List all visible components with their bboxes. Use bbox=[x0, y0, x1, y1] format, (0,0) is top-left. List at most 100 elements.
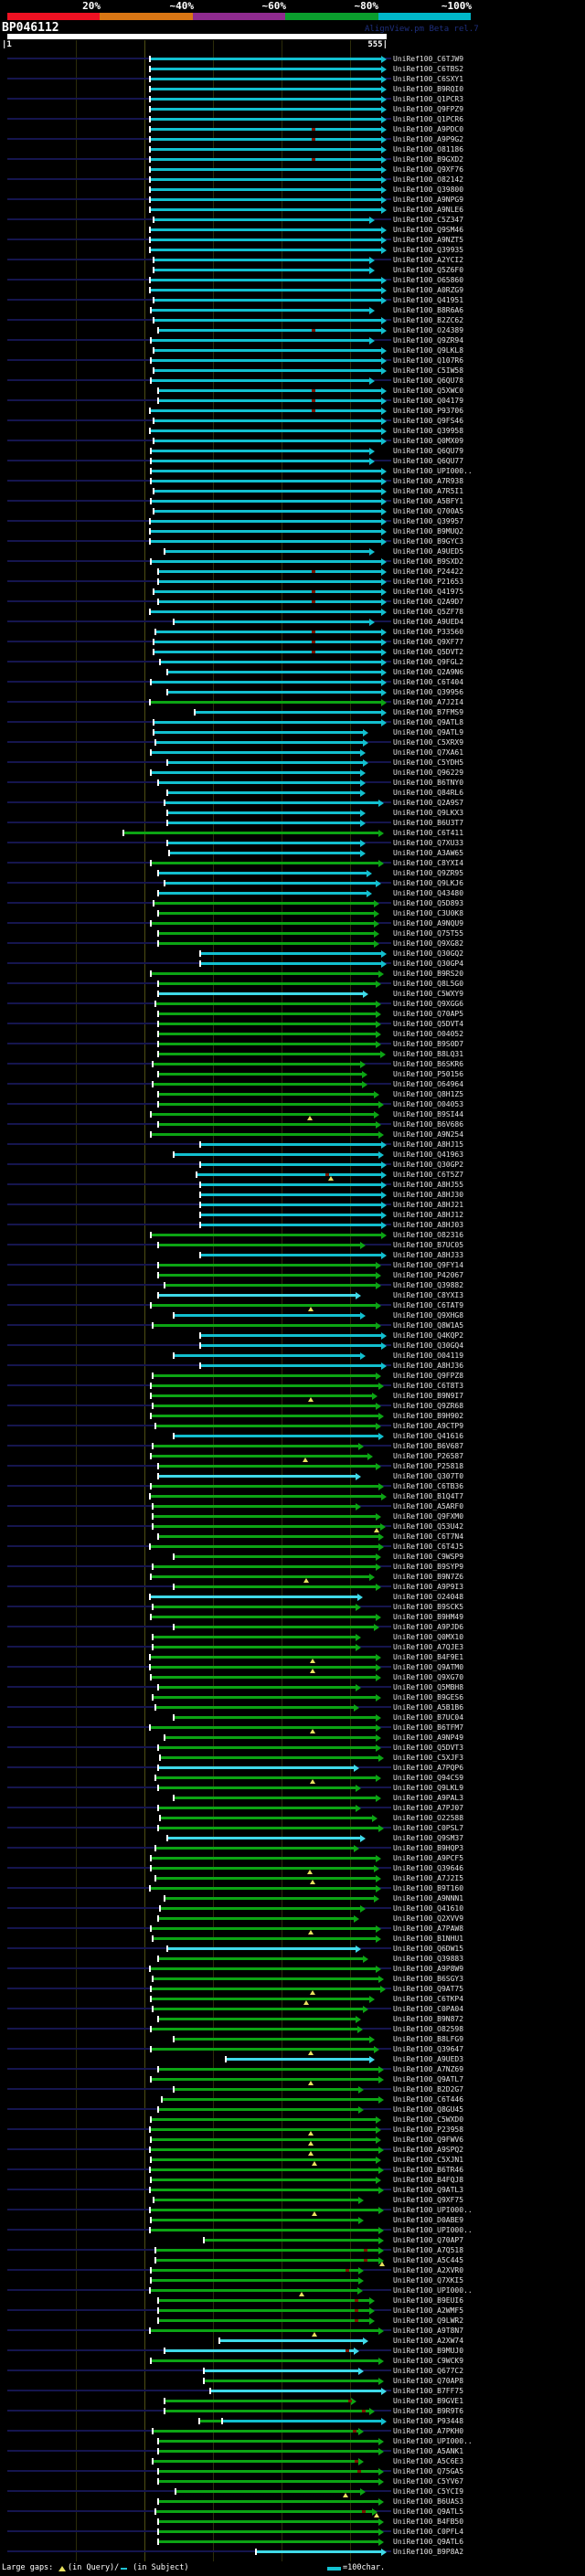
hit-label[interactable]: UniRef100_C5XRX9 bbox=[393, 738, 464, 747]
hit-bar[interactable] bbox=[157, 892, 367, 895]
hit-label[interactable]: UniRef100_A5ARF0 bbox=[393, 1502, 464, 1511]
hit-label[interactable]: UniRef100_Q94CS9 bbox=[393, 1774, 464, 1782]
hit-bar[interactable] bbox=[157, 399, 382, 402]
hit-bar[interactable] bbox=[173, 1314, 361, 1317]
hit-label[interactable]: UniRef100_Q9FGL2 bbox=[393, 658, 464, 666]
hit-label[interactable]: UniRef100_Q700A5 bbox=[393, 507, 464, 515]
hit-bar[interactable] bbox=[149, 2148, 379, 2151]
hit-label[interactable]: UniRef100_C6TJW9 bbox=[393, 55, 464, 63]
hit-label[interactable]: UniRef100_B9RQI0 bbox=[393, 85, 464, 93]
hit-label[interactable]: UniRef100_C5YDH5 bbox=[393, 758, 464, 767]
hit-bar[interactable] bbox=[149, 239, 382, 241]
hit-bar[interactable] bbox=[157, 1475, 356, 1478]
hit-label[interactable]: UniRef100_Q96229 bbox=[393, 769, 464, 777]
hit-bar[interactable] bbox=[157, 2530, 379, 2533]
hit-bar[interactable] bbox=[203, 2380, 379, 2382]
hit-bar[interactable] bbox=[255, 2550, 382, 2553]
hit-label[interactable]: UniRef100_B9P8A2 bbox=[393, 2548, 464, 2556]
hit-label[interactable]: UniRef100_Q9ZR95 bbox=[393, 869, 464, 877]
hit-bar[interactable] bbox=[167, 671, 382, 673]
hit-label[interactable]: UniRef100_Q7XA61 bbox=[393, 748, 464, 757]
hit-bar[interactable] bbox=[149, 1726, 377, 1729]
hit-bar[interactable] bbox=[157, 1123, 377, 1126]
hit-bar[interactable] bbox=[155, 631, 382, 633]
hit-label[interactable]: UniRef100_C5IW58 bbox=[393, 366, 464, 375]
hit-label[interactable]: UniRef100_A9P8W9 bbox=[393, 1965, 464, 1973]
hit-bar[interactable] bbox=[165, 1897, 375, 1900]
hit-label[interactable]: UniRef100_P23958 bbox=[393, 2125, 464, 2134]
hit-bar[interactable] bbox=[157, 1012, 377, 1015]
hit-label[interactable]: UniRef100_A5C6E3 bbox=[393, 2457, 464, 2465]
hit-label[interactable]: UniRef100_Q9FPZ9 bbox=[393, 105, 464, 113]
hit-label[interactable]: UniRef100_A7Q518 bbox=[393, 2246, 464, 2254]
hit-bar[interactable] bbox=[157, 1093, 375, 1096]
hit-label[interactable]: UniRef100_C6TB36 bbox=[393, 1482, 464, 1490]
hit-bar[interactable] bbox=[225, 2058, 370, 2061]
hit-bar[interactable] bbox=[167, 822, 361, 824]
hit-bar[interactable] bbox=[151, 1394, 373, 1397]
hit-label[interactable]: UniRef100_B8LFG9 bbox=[393, 2035, 464, 2043]
hit-bar[interactable] bbox=[151, 1575, 370, 1578]
hit-label[interactable]: UniRef100_Q9SM46 bbox=[393, 226, 464, 234]
hit-label[interactable]: UniRef100_C5WXY9 bbox=[393, 990, 464, 998]
hit-label[interactable]: UniRef100_A9NQU9 bbox=[393, 919, 464, 928]
hit-label[interactable]: UniRef100_A9UED4 bbox=[393, 618, 464, 626]
hit-label[interactable]: UniRef100_Q5D893 bbox=[393, 899, 464, 907]
hit-label[interactable]: UniRef100_C9WCK9 bbox=[393, 2357, 464, 2365]
hit-bar[interactable] bbox=[151, 771, 361, 774]
hit-label[interactable]: UniRef100_Q677C2 bbox=[393, 2367, 464, 2375]
hit-bar[interactable] bbox=[149, 78, 382, 80]
hit-label[interactable]: UniRef100_B4F9E1 bbox=[393, 1653, 464, 1661]
hit-bar[interactable] bbox=[157, 2540, 379, 2543]
hit-label[interactable]: UniRef100_Q30GQ4 bbox=[393, 1341, 464, 1350]
hit-bar[interactable] bbox=[195, 711, 382, 714]
hit-label[interactable]: UniRef100_A8HJ33 bbox=[393, 1251, 464, 1259]
hit-bar[interactable] bbox=[149, 1666, 377, 1669]
hit-bar[interactable] bbox=[151, 1857, 377, 1860]
hit-label[interactable]: UniRef100_A5B1B6 bbox=[393, 1703, 464, 1712]
hit-label[interactable]: UniRef100_Q9LKL8 bbox=[393, 346, 464, 355]
hit-label[interactable]: UniRef100_A7R938 bbox=[393, 477, 464, 485]
hit-label[interactable]: UniRef100_Q9SM37 bbox=[393, 1834, 464, 1842]
hit-bar[interactable] bbox=[149, 168, 382, 171]
hit-label[interactable]: UniRef100_B6V687 bbox=[393, 1442, 464, 1450]
hit-bar[interactable] bbox=[154, 902, 375, 905]
hit-label[interactable]: UniRef100_A9CTP9 bbox=[393, 1422, 464, 1430]
hit-bar[interactable] bbox=[157, 1033, 377, 1035]
hit-bar[interactable] bbox=[149, 2229, 379, 2231]
hit-label[interactable]: UniRef100_Q4KQP2 bbox=[393, 1331, 464, 1340]
hit-bar[interactable] bbox=[149, 158, 382, 161]
hit-label[interactable]: UniRef100_B6TNY0 bbox=[393, 779, 464, 787]
hit-bar[interactable] bbox=[157, 1264, 377, 1267]
hit-label[interactable]: UniRef100_Q9FY14 bbox=[393, 1261, 464, 1269]
hit-bar[interactable] bbox=[149, 1887, 377, 1890]
hit-label[interactable]: UniRef100_D0ABE9 bbox=[393, 2216, 464, 2224]
hit-label[interactable]: UniRef100_A0RZG9 bbox=[393, 286, 464, 294]
hit-label[interactable]: UniRef100_Q39935 bbox=[393, 246, 464, 254]
hit-bar[interactable] bbox=[200, 1254, 382, 1256]
hit-label[interactable]: UniRef100_A8HJ30 bbox=[393, 1191, 464, 1199]
hit-bar[interactable] bbox=[173, 1435, 379, 1437]
hit-label[interactable]: UniRef100_B1Q4T7 bbox=[393, 1492, 464, 1500]
hit-bar[interactable] bbox=[154, 490, 382, 493]
hit-label[interactable]: UniRef100_Q9XF75 bbox=[393, 2196, 464, 2204]
hit-bar[interactable] bbox=[155, 741, 364, 744]
hit-label[interactable]: UniRef100_Q9ATL6 bbox=[393, 2538, 464, 2546]
hit-label[interactable]: UniRef100_B7UC04 bbox=[393, 1713, 464, 1722]
hit-bar[interactable] bbox=[203, 2239, 379, 2242]
hit-label[interactable]: UniRef100_C6T5Z7 bbox=[393, 1171, 464, 1179]
hit-label[interactable]: UniRef100_B9R9T6 bbox=[393, 2407, 464, 2415]
hit-bar[interactable] bbox=[159, 1907, 361, 1910]
hit-label[interactable]: UniRef100_A9UED5 bbox=[393, 547, 464, 556]
hit-bar[interactable] bbox=[149, 2128, 377, 2131]
hit-label[interactable]: UniRef100_B6TR46 bbox=[393, 2166, 464, 2174]
hit-label[interactable]: UniRef100_Q6QU79 bbox=[393, 447, 464, 455]
hit-label[interactable]: UniRef100_C8YXI4 bbox=[393, 859, 464, 867]
hit-bar[interactable] bbox=[149, 108, 382, 111]
hit-bar[interactable] bbox=[154, 731, 364, 734]
hit-bar[interactable] bbox=[169, 852, 361, 854]
hit-label[interactable]: UniRef100_O04053 bbox=[393, 1100, 464, 1108]
hit-label[interactable]: UniRef100_Q9LKX3 bbox=[393, 809, 464, 817]
hit-bar[interactable] bbox=[151, 2279, 359, 2282]
hit-bar[interactable] bbox=[153, 1636, 356, 1638]
